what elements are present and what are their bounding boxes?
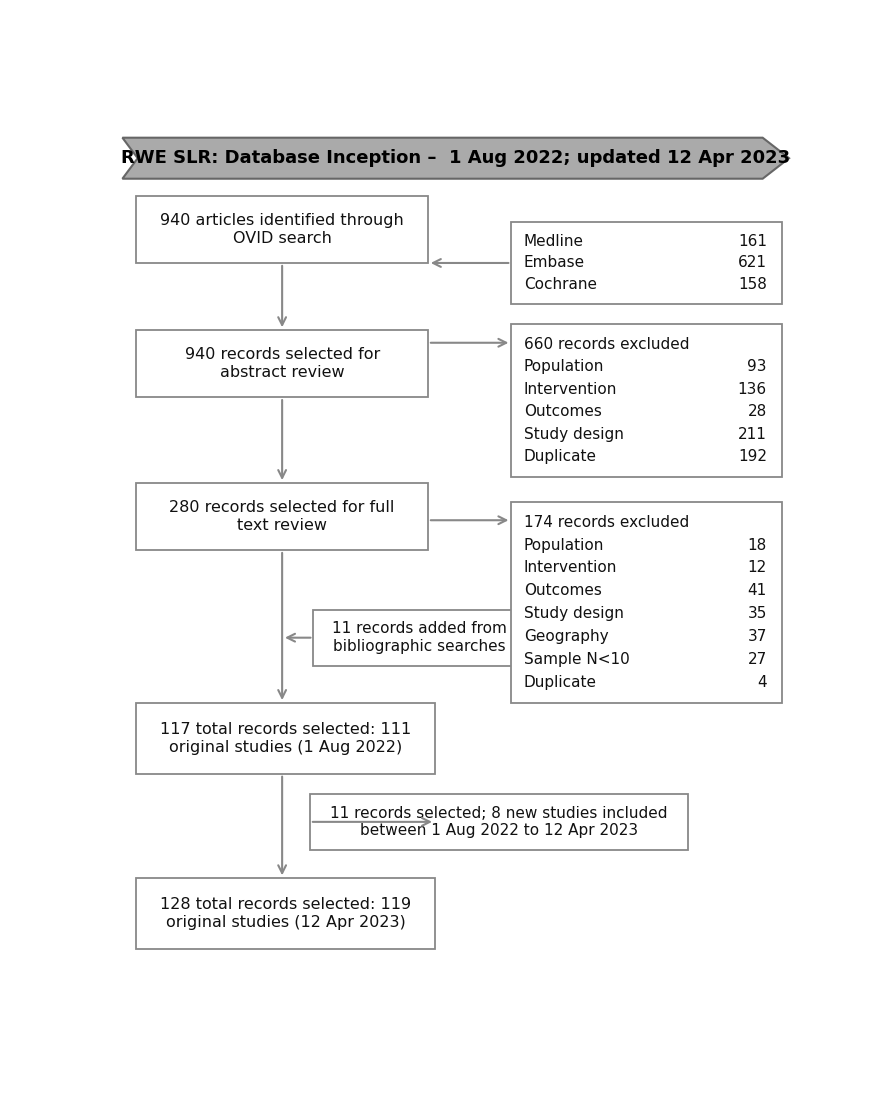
Text: Duplicate: Duplicate [524, 675, 597, 690]
Text: 35: 35 [747, 606, 767, 622]
Text: 174 records excluded: 174 records excluded [524, 514, 689, 530]
Text: 161: 161 [737, 234, 767, 248]
FancyBboxPatch shape [136, 703, 435, 774]
Text: 940 articles identified through
OVID search: 940 articles identified through OVID sea… [160, 213, 404, 245]
Text: Cochrane: Cochrane [524, 277, 597, 293]
Text: Sample N<10: Sample N<10 [524, 652, 630, 667]
FancyBboxPatch shape [314, 609, 525, 666]
Text: Medline: Medline [524, 234, 584, 248]
FancyBboxPatch shape [512, 501, 782, 703]
Text: 660 records excluded: 660 records excluded [524, 337, 689, 352]
Text: 28: 28 [747, 404, 767, 420]
FancyBboxPatch shape [512, 222, 782, 304]
Text: 280 records selected for full
text review: 280 records selected for full text revie… [169, 500, 395, 533]
Text: Population: Population [524, 359, 604, 374]
Text: 621: 621 [737, 255, 767, 270]
Text: Study design: Study design [524, 427, 624, 442]
FancyBboxPatch shape [136, 330, 428, 397]
Text: Geography: Geography [524, 629, 608, 644]
Text: 117 total records selected: 111
original studies (1 Aug 2022): 117 total records selected: 111 original… [160, 722, 411, 754]
Text: 18: 18 [747, 538, 767, 553]
Text: Embase: Embase [524, 255, 585, 270]
Text: 158: 158 [738, 277, 767, 293]
Text: 41: 41 [747, 583, 767, 598]
Text: 136: 136 [737, 382, 767, 396]
FancyBboxPatch shape [136, 878, 435, 949]
Text: Intervention: Intervention [524, 561, 617, 575]
Text: Outcomes: Outcomes [524, 404, 601, 420]
Text: Intervention: Intervention [524, 382, 617, 396]
FancyBboxPatch shape [310, 794, 688, 850]
Text: 11 records selected; 8 new studies included
between 1 Aug 2022 to 12 Apr 2023: 11 records selected; 8 new studies inclu… [331, 806, 668, 838]
Text: 940 records selected for
abstract review: 940 records selected for abstract review [185, 348, 380, 380]
Text: 37: 37 [747, 629, 767, 644]
Text: 93: 93 [747, 359, 767, 374]
FancyBboxPatch shape [512, 325, 782, 477]
Text: 27: 27 [747, 652, 767, 667]
Text: Study design: Study design [524, 606, 624, 622]
Text: Outcomes: Outcomes [524, 583, 601, 598]
Text: 211: 211 [738, 427, 767, 442]
Text: 12: 12 [747, 561, 767, 575]
FancyBboxPatch shape [136, 195, 428, 263]
FancyBboxPatch shape [136, 482, 428, 550]
Text: 192: 192 [737, 449, 767, 465]
Text: Duplicate: Duplicate [524, 449, 597, 465]
Text: Population: Population [524, 538, 604, 553]
Polygon shape [123, 138, 789, 179]
Text: RWE SLR: Database Inception –  1 Aug 2022; updated 12 Apr 2023: RWE SLR: Database Inception – 1 Aug 2022… [121, 149, 790, 167]
Text: 128 total records selected: 119
original studies (12 Apr 2023): 128 total records selected: 119 original… [160, 898, 411, 930]
Text: 4: 4 [757, 675, 767, 690]
Text: 11 records added from
bibliographic searches: 11 records added from bibliographic sear… [332, 622, 507, 654]
